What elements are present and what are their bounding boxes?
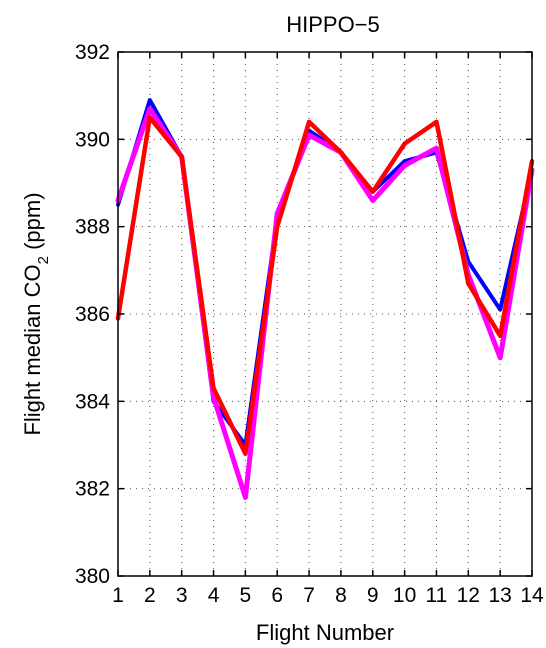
x-tick-label: 6 [271, 584, 283, 607]
x-tick-label: 3 [176, 584, 188, 607]
x-tick-label: 12 [457, 584, 480, 607]
y-tick-label: 386 [75, 303, 110, 326]
y-tick-label: 384 [75, 390, 110, 413]
y-tick-label: 390 [75, 128, 110, 151]
x-tick-label: 9 [367, 584, 379, 607]
x-axis-label: Flight Number [256, 620, 394, 645]
y-tick-label: 388 [75, 216, 110, 239]
y-axis-label-subscript: 2 [35, 256, 52, 264]
y-axis-label-main: Flight median CO [20, 264, 45, 435]
x-tick-label: 5 [240, 584, 252, 607]
x-tick-label: 2 [144, 584, 156, 607]
plot-frame [117, 51, 533, 577]
x-tick-label: 13 [488, 584, 511, 607]
series-lines [115, 98, 535, 500]
x-tick-label: 10 [393, 584, 416, 607]
x-tick-label: 11 [426, 584, 448, 607]
grid-lines [118, 52, 532, 576]
x-tick-labels: 1 2 3 4 5 6 7 8 9 10 11 12 13 14 [112, 584, 544, 607]
x-tick-label: 8 [335, 584, 347, 607]
y-tick-labels: 380 382 384 386 388 390 392 [75, 41, 110, 588]
x-tick-label: 1 [112, 584, 124, 607]
x-tick-label: 7 [303, 584, 315, 607]
series-line-2 [115, 106, 535, 500]
series-line-3 [115, 115, 535, 456]
y-tick-label: 382 [75, 478, 110, 501]
y-axis-label-unit: (ppm) [20, 192, 45, 256]
axis-ticks [117, 51, 533, 577]
chart-title: HIPPO−5 [286, 12, 380, 37]
x-tick-label: 4 [208, 584, 220, 607]
y-tick-label: 392 [75, 41, 110, 64]
y-tick-label: 380 [75, 565, 110, 588]
x-tick-label: 14 [520, 584, 544, 607]
y-axis-label: Flight median CO2 (ppm) [20, 192, 52, 435]
